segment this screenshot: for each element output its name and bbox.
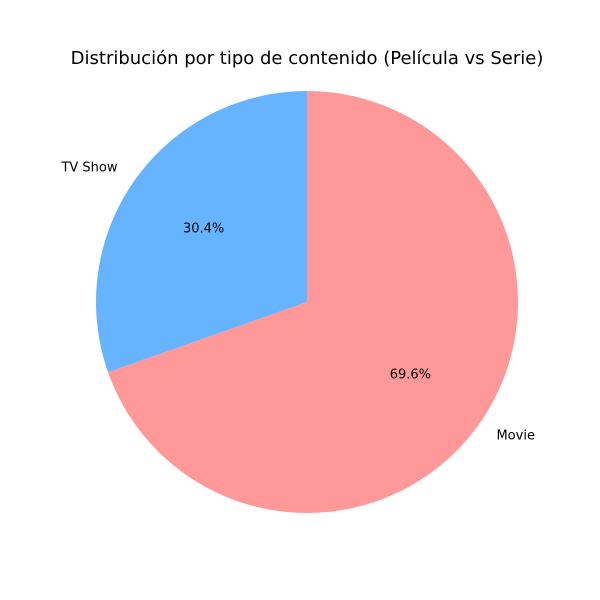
slice-percent-movie: 69.6% <box>390 368 431 383</box>
chart-title: Distribución por tipo de contenido (Pelí… <box>71 48 544 69</box>
slice-label-tv-show: TV Show <box>60 160 117 175</box>
pie-slice-tv-show <box>95 91 307 373</box>
slice-label-movie: Movie <box>496 429 534 444</box>
pie-slices-group: Movie 69.6% TV Show 30.4% <box>60 91 535 513</box>
slice-percent-tv-show: 30.4% <box>183 221 224 236</box>
pie-slice-movie <box>108 91 519 513</box>
